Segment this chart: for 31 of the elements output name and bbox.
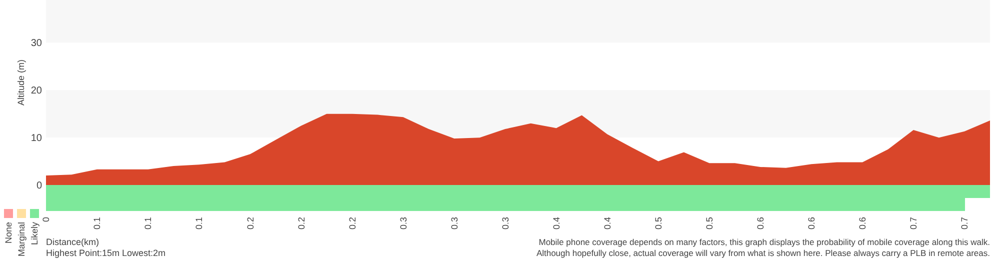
- text: Highest Point:15m Lowest:2m: [46, 248, 166, 258]
- x-tick-label: 0.3: [500, 217, 510, 230]
- text: Likely: [30, 222, 40, 246]
- x-tick-label: 0.6: [858, 217, 868, 230]
- x-tick-label: 0.1: [194, 217, 204, 230]
- y-tick-label: 0: [36, 180, 42, 192]
- y-tick-label: 30: [30, 38, 42, 50]
- x-tick-label: 0.4: [602, 217, 612, 230]
- x-axis-title: Distance(km): [46, 237, 100, 247]
- x-tick-label: 0.3: [398, 217, 408, 230]
- y-tick-label: 10: [30, 133, 42, 144]
- y-tick-label: 20: [30, 86, 42, 97]
- x-tick-label: 0.3: [449, 217, 460, 230]
- x-tick-label: 0.2: [347, 217, 358, 230]
- x-tick-label: 0.4: [551, 217, 562, 230]
- text: Although hopefully close, actual coverage will vary from what is shown here. Please always carry a PLB in remote areas.: [536, 248, 990, 258]
- x-tick-label: 0.1: [92, 217, 102, 230]
- x-tick-label: 0.7: [960, 217, 970, 230]
- x-tick-label: 0: [41, 217, 52, 222]
- text: Marginal: [16, 222, 27, 257]
- text: None: [4, 222, 14, 244]
- x-tick-label: 0.2: [296, 217, 306, 230]
- y-axis-title: Altitude (m): [16, 59, 26, 106]
- x-tick-label: 0.1: [143, 217, 154, 230]
- x-tick-label: 0.7: [908, 217, 919, 230]
- x-tick-label: 0.2: [245, 217, 256, 230]
- x-tick-label: 0.5: [704, 217, 714, 230]
- x-tick-label: 0.5: [653, 217, 664, 230]
- text: Mobile phone coverage depends on many factors, this graph displays the probability of mobile coverage along this walk.: [538, 237, 990, 247]
- x-tick-label: 0.6: [756, 217, 766, 230]
- x-tick-label: 0.6: [806, 217, 817, 230]
